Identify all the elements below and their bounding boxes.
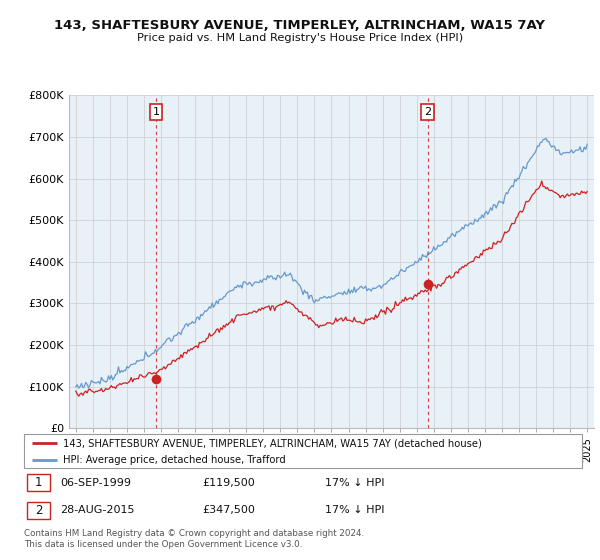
Text: 143, SHAFTESBURY AVENUE, TIMPERLEY, ALTRINCHAM, WA15 7AY (detached house): 143, SHAFTESBURY AVENUE, TIMPERLEY, ALTR…	[63, 438, 482, 448]
FancyBboxPatch shape	[27, 502, 50, 519]
Text: Price paid vs. HM Land Registry's House Price Index (HPI): Price paid vs. HM Land Registry's House …	[137, 33, 463, 43]
Text: 1: 1	[35, 476, 42, 489]
Text: 28-AUG-2015: 28-AUG-2015	[60, 505, 135, 515]
Text: 143, SHAFTESBURY AVENUE, TIMPERLEY, ALTRINCHAM, WA15 7AY: 143, SHAFTESBURY AVENUE, TIMPERLEY, ALTR…	[55, 18, 545, 32]
Text: £347,500: £347,500	[203, 505, 256, 515]
FancyBboxPatch shape	[27, 474, 50, 491]
Text: 17% ↓ HPI: 17% ↓ HPI	[325, 478, 385, 488]
Text: HPI: Average price, detached house, Trafford: HPI: Average price, detached house, Traf…	[63, 455, 286, 465]
Text: £119,500: £119,500	[203, 478, 256, 488]
Text: Contains HM Land Registry data © Crown copyright and database right 2024.
This d: Contains HM Land Registry data © Crown c…	[24, 529, 364, 549]
Text: 17% ↓ HPI: 17% ↓ HPI	[325, 505, 385, 515]
Text: 2: 2	[35, 504, 42, 517]
Text: 2: 2	[424, 107, 431, 117]
FancyBboxPatch shape	[24, 434, 582, 468]
Text: 06-SEP-1999: 06-SEP-1999	[60, 478, 131, 488]
Text: 1: 1	[152, 107, 160, 117]
